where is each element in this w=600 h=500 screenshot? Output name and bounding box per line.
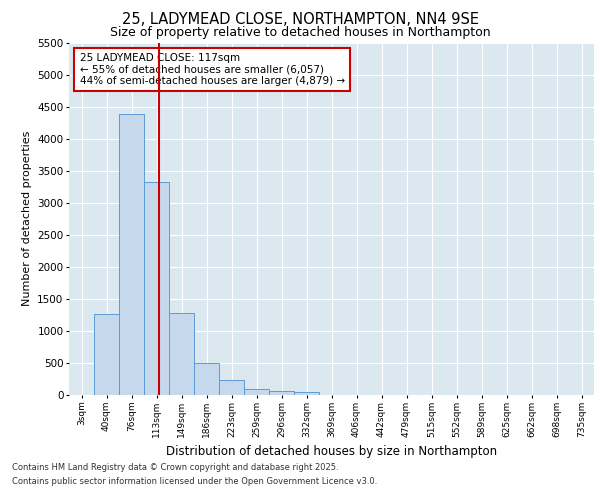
Bar: [169, 313, 194, 395]
Bar: [119, 114, 144, 395]
Bar: [219, 380, 244, 395]
Text: Size of property relative to detached houses in Northampton: Size of property relative to detached ho…: [110, 26, 490, 39]
Bar: [194, 363, 219, 395]
Bar: [144, 182, 169, 395]
Text: 25, LADYMEAD CLOSE, NORTHAMPTON, NN4 9SE: 25, LADYMEAD CLOSE, NORTHAMPTON, NN4 9SE: [121, 12, 479, 28]
Text: Contains HM Land Registry data © Crown copyright and database right 2025.: Contains HM Land Registry data © Crown c…: [12, 464, 338, 472]
Bar: [244, 388, 269, 395]
Bar: [269, 391, 294, 395]
Text: 25 LADYMEAD CLOSE: 117sqm
← 55% of detached houses are smaller (6,057)
44% of se: 25 LADYMEAD CLOSE: 117sqm ← 55% of detac…: [79, 53, 344, 86]
Y-axis label: Number of detached properties: Number of detached properties: [22, 131, 32, 306]
Text: Contains public sector information licensed under the Open Government Licence v3: Contains public sector information licen…: [12, 478, 377, 486]
Bar: [94, 314, 119, 395]
X-axis label: Distribution of detached houses by size in Northampton: Distribution of detached houses by size …: [166, 446, 497, 458]
Bar: [294, 392, 319, 395]
